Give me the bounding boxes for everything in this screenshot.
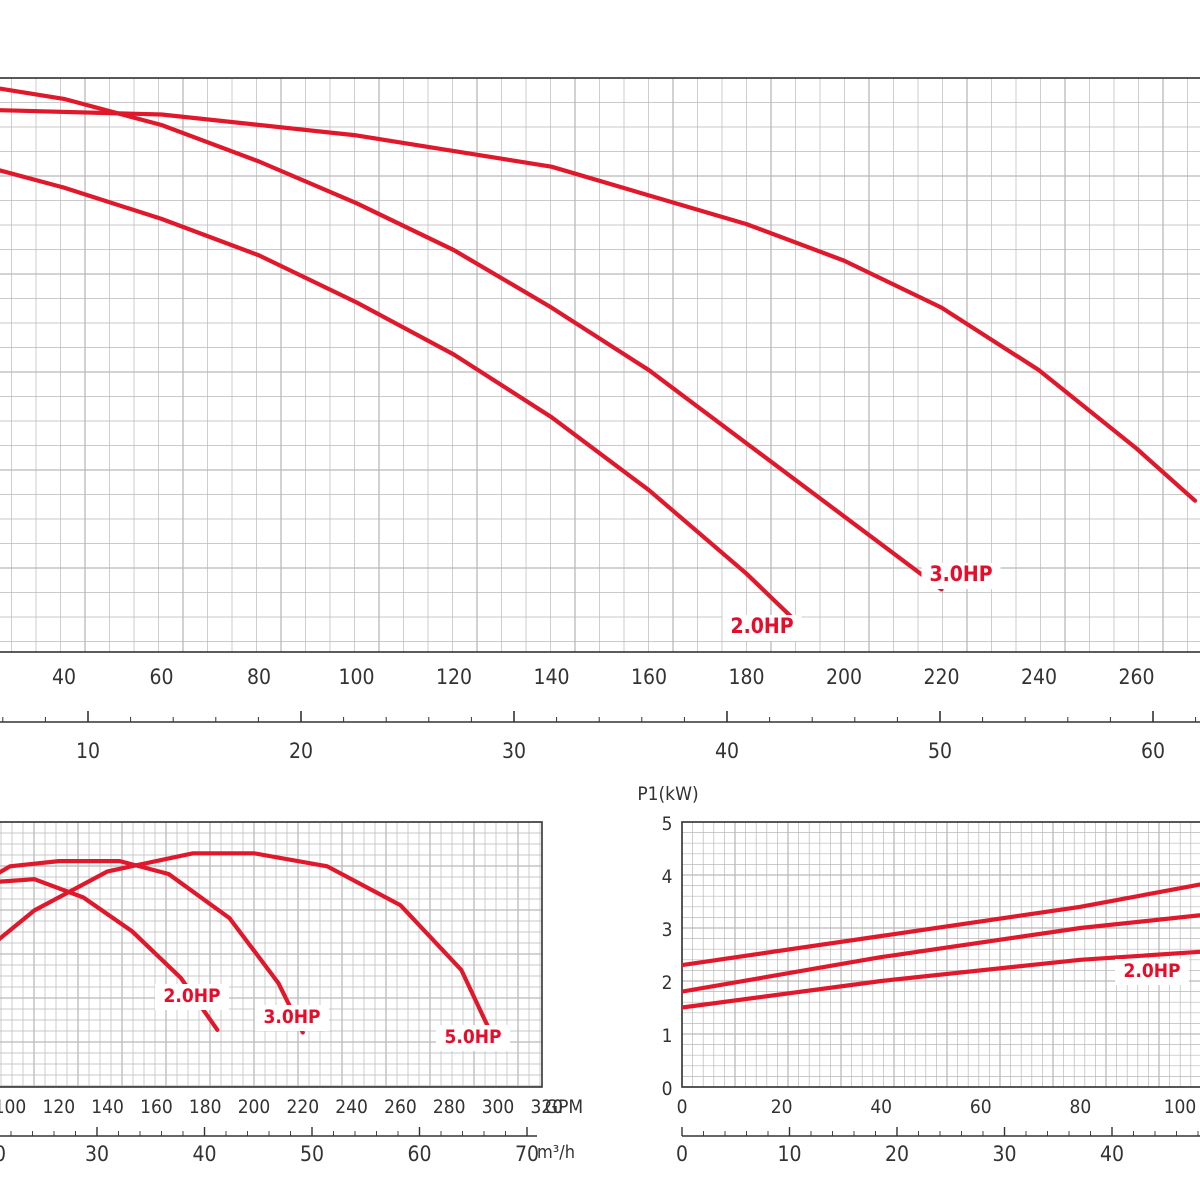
pow-m3h-axis bbox=[681, 1127, 1200, 1137]
eff-x-tick: 240 bbox=[335, 1096, 368, 1118]
main-x-tick: 260 bbox=[1118, 665, 1154, 689]
pow-m3h-tick-label: 10 bbox=[777, 1142, 801, 1166]
eff-label-3hp-bg bbox=[255, 1005, 329, 1031]
main-x-tick: 160 bbox=[631, 665, 667, 689]
eff-m3h-tick-label-edge: 0 bbox=[0, 1142, 6, 1166]
pow-plot-grid bbox=[681, 821, 1200, 1088]
main-x-tick: 60 bbox=[149, 665, 173, 689]
eff-m3h-axis bbox=[0, 1127, 537, 1137]
eff-label-5hp-bg bbox=[436, 1025, 510, 1051]
main-m3h-tick-label: 60 bbox=[1141, 739, 1165, 763]
main-m3h-tick-label: 20 bbox=[289, 739, 313, 763]
eff-curve-3.0HP bbox=[0, 859, 305, 1035]
pow-y-tick: 0 bbox=[662, 1078, 673, 1100]
eff-label-2hp-bg bbox=[155, 984, 229, 1010]
pow-curve-2.0HP bbox=[682, 949, 1200, 1010]
eff-x-tick: 320 bbox=[530, 1096, 563, 1118]
eff-label-5hp: 5.0HP bbox=[444, 1026, 501, 1048]
eff-x-tick: 140 bbox=[91, 1096, 124, 1118]
main-x-tick: 40 bbox=[52, 665, 76, 689]
main-m3h-tick-label: 30 bbox=[502, 739, 526, 763]
pow-y-label: P1(kW) bbox=[637, 783, 698, 805]
pow-y-tick: 2 bbox=[662, 972, 673, 994]
main-label-2hp-bg bbox=[722, 615, 802, 641]
pow-m3h-tick-label: 0 bbox=[676, 1142, 688, 1166]
eff-label-2hp: 2.0HP bbox=[163, 985, 220, 1007]
pow-x-tick: 80 bbox=[1070, 1096, 1092, 1118]
main-curve-5.0HP bbox=[0, 108, 1198, 503]
eff-x-tick: 180 bbox=[189, 1096, 222, 1118]
main-x-tick: 80 bbox=[247, 665, 271, 689]
pow-curve-5.0HP bbox=[682, 882, 1200, 968]
eff-x-tick: 260 bbox=[384, 1096, 417, 1118]
pow-y-tick: 1 bbox=[662, 1025, 673, 1047]
eff-x-tick: 300 bbox=[482, 1096, 515, 1118]
eff-m3h-tick-label: 50 bbox=[300, 1142, 324, 1166]
pow-label-2hp-bg bbox=[1115, 959, 1189, 985]
pow-x-tick: 0 bbox=[677, 1096, 688, 1118]
pow-x-tick: 100 bbox=[1164, 1096, 1197, 1118]
plot-frame bbox=[681, 821, 1200, 1088]
main-x-tick: 140 bbox=[533, 665, 569, 689]
eff-x-tick: 280 bbox=[433, 1096, 466, 1118]
eff-m3h-tick-label: 60 bbox=[407, 1142, 431, 1166]
pow-x-tick: 60 bbox=[970, 1096, 992, 1118]
main-m3h-tick-label: 50 bbox=[928, 739, 952, 763]
main-plot-grid bbox=[0, 77, 1200, 653]
eff-curve-5.0HP bbox=[0, 851, 501, 1051]
eff-m3h-tick-label: 70 bbox=[515, 1142, 539, 1166]
main-x-tick: 200 bbox=[826, 665, 862, 689]
eff-x-tick: 120 bbox=[42, 1096, 75, 1118]
plot-frame bbox=[0, 77, 1200, 653]
eff-label-3hp: 3.0HP bbox=[263, 1006, 320, 1028]
main-label-3hp: 3.0HP bbox=[929, 562, 992, 586]
main-m3h-tick-label: 10 bbox=[76, 739, 100, 763]
main-label-3hp-bg bbox=[921, 563, 1001, 589]
eff-m3h-unit: m³/h bbox=[537, 1142, 575, 1163]
pow-y-tick: 5 bbox=[662, 813, 673, 835]
eff-x-unit: GPM bbox=[545, 1096, 583, 1118]
pow-x-tick: 40 bbox=[870, 1096, 892, 1118]
main-m3h-axis bbox=[0, 711, 1200, 723]
eff-m3h-tick-label: 40 bbox=[192, 1142, 216, 1166]
eff-x-tick: 220 bbox=[286, 1096, 319, 1118]
pow-m3h-tick-label: 30 bbox=[992, 1142, 1016, 1166]
eff-m3h-tick-label: 30 bbox=[85, 1142, 109, 1166]
pow-y-tick: 4 bbox=[662, 866, 673, 888]
eff-x-tick: 100 bbox=[0, 1096, 26, 1118]
pow-m3h-tick-label: 20 bbox=[885, 1142, 909, 1166]
plot-frame bbox=[0, 821, 543, 1088]
main-label-2hp: 2.0HP bbox=[730, 614, 793, 638]
pow-y-tick: 3 bbox=[662, 919, 673, 941]
main-x-tick: 120 bbox=[436, 665, 472, 689]
pow-x-tick: 20 bbox=[771, 1096, 793, 1118]
main-m3h-tick-label: 40 bbox=[715, 739, 739, 763]
eff-x-tick: 160 bbox=[140, 1096, 173, 1118]
main-curve-2.0HP bbox=[0, 168, 798, 623]
pow-m3h-tick-label: 40 bbox=[1100, 1142, 1124, 1166]
pow-curve-3.0HP bbox=[682, 913, 1200, 994]
main-x-tick: 220 bbox=[923, 665, 959, 689]
main-x-tick: 180 bbox=[728, 665, 764, 689]
main-curve-3.0HP bbox=[0, 86, 944, 592]
eff-x-tick: 200 bbox=[238, 1096, 271, 1118]
main-x-tick: 100 bbox=[338, 665, 374, 689]
pow-label-2hp: 2.0HP bbox=[1123, 960, 1180, 982]
main-x-tick: 240 bbox=[1021, 665, 1057, 689]
